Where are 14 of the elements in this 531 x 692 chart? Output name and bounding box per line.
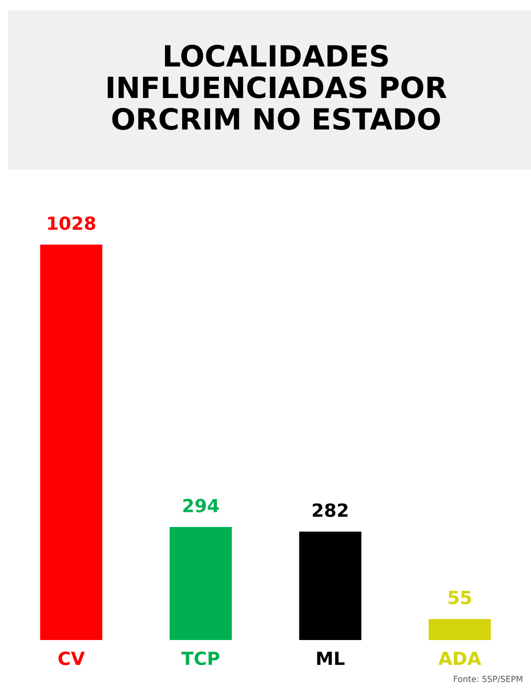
bar <box>428 618 491 640</box>
chart-title: LOCALIDADES INFLUENCIADAS POR ORCRIM NO ESTADO <box>108 44 447 130</box>
source-note: Fonte: SSP/SEPM <box>454 676 522 683</box>
bar <box>170 527 232 640</box>
x-tick-label: CV <box>58 652 85 666</box>
x-tick-label: TCP <box>181 652 220 666</box>
data-label: 1028 <box>48 216 96 230</box>
x-tick-label: ADA <box>438 652 482 665</box>
data-label: 294 <box>183 498 219 512</box>
x-tick-label: ML <box>317 652 344 665</box>
data-label: 55 <box>448 590 472 604</box>
bar <box>40 244 102 640</box>
bar <box>299 532 362 640</box>
data-label: 282 <box>312 503 348 518</box>
